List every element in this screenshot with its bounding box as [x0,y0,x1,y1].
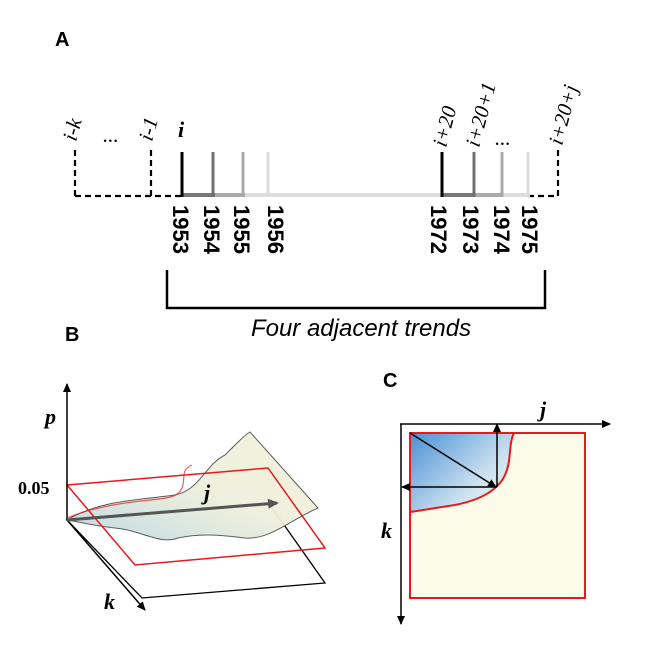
year-1955: 1955 [229,205,254,254]
diagonal-vector [409,432,497,488]
significance-boundary [409,432,515,513]
j-axis-label-c: j [537,397,547,422]
k-axis-label: k [104,589,115,614]
year-1954: 1954 [199,205,224,255]
marker-i-1: i-1 [134,115,163,144]
caption-bracket [165,270,547,310]
year-1974: 1974 [489,205,514,255]
marker-ellipsis-left: ... [103,123,119,147]
year-1953: 1953 [168,205,193,254]
panel-c-label: C [383,370,397,392]
dashed-right-window [528,150,560,198]
caption: Four adjacent trends [251,315,471,342]
dashed-left-window [73,150,182,198]
tick-0-05: 0.05 [18,478,50,498]
non-significant-region [410,433,585,598]
marker-i-k: i-k [58,115,87,143]
significance-contour [66,464,193,519]
marker-ellipsis-right: ... [495,126,511,150]
year-1975: 1975 [517,205,542,254]
marker-i-20: i+20 [428,103,462,149]
significance-plane [65,467,327,566]
k-axis [66,519,146,611]
panel-a-label: A [55,29,69,51]
panel-b-label: B [65,324,79,346]
j-axis-arrow [66,498,279,522]
p-axis-label: p [43,404,56,429]
k-axis-label-c: k [381,518,392,543]
year-1973: 1973 [458,205,483,254]
year-1972: 1972 [426,205,451,254]
year-1956: 1956 [263,205,288,254]
marker-i: i [178,117,185,142]
marker-i-20-j: i+20+j [544,82,583,147]
year-labels: 1953 1954 1955 1956 1972 1973 1974 1975 [168,205,542,255]
j-axis-label: j [201,480,211,505]
